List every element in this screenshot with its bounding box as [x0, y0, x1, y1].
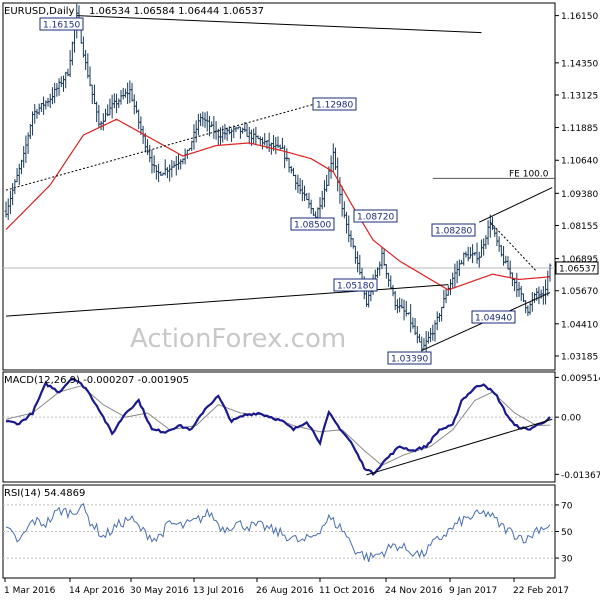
level-label: 1.08500: [294, 221, 331, 231]
current-price-label: 1.06537: [559, 264, 596, 274]
x-tick-label: 26 Aug 2016: [256, 586, 314, 596]
x-tick-label: 22 Feb 2017: [513, 586, 569, 596]
price-y-tick-label: 1.04410: [561, 320, 598, 330]
level-label-box: [353, 209, 398, 223]
price-y-tick-label: 1.03185: [561, 352, 598, 362]
price-y-tick-label: 1.09380: [561, 190, 598, 200]
macd-y-tick-label: 0.00: [561, 414, 581, 424]
macd-y-tick-label: -0.013671: [561, 471, 600, 481]
level-label: 1.08280: [435, 227, 472, 237]
trendline-top: [76, 15, 482, 34]
level-label-box: [290, 217, 335, 231]
price-y-tick-label: 1.14350: [561, 59, 598, 69]
price-y-tick-label: 1.05670: [561, 287, 598, 297]
level-label: 1.12980: [316, 101, 353, 111]
rsi-y-tick-label: 50: [561, 528, 573, 538]
rsi-pane-title: RSI(14) 54.4869: [4, 488, 85, 499]
level-label-box: [471, 310, 516, 324]
level-label: 1.04940: [475, 314, 512, 324]
ohlc-readout: 1.06534 1.06584 1.06444 1.06537: [89, 6, 264, 17]
level-label: 1.16150: [43, 21, 80, 31]
level-label: 1.05180: [337, 282, 374, 292]
level-label-box: [39, 17, 84, 31]
level-label-box: [431, 223, 476, 237]
rsi-y-tick-label: 30: [561, 555, 573, 565]
price-layer: [4, 3, 555, 356]
trendline-dotted: [5, 98, 334, 191]
price-pane-title: EURUSD,Daily: [4, 6, 75, 17]
macd-line: [5, 377, 551, 477]
rsi-line: [5, 502, 551, 562]
price-y-tick-label: 1.13125: [561, 92, 598, 102]
price-pane-frame: [2, 2, 556, 371]
x-tick-label: 1 Mar 2016: [4, 586, 56, 596]
x-tick-label: 13 Jul 2016: [193, 586, 244, 596]
moving-average-line: [5, 118, 551, 291]
rsi-layer: [3, 502, 555, 562]
channel-upper: [479, 187, 553, 223]
x-tick-label: 11 Oct 2016: [319, 586, 375, 596]
price-y-tick-label: 1.08155: [561, 222, 598, 232]
labels-layer: 1.16150 1.14350 1.13125 1.11885 1.10640 1.093…: [4, 12, 600, 596]
current-price-box: [555, 261, 599, 275]
level-label-box: [312, 97, 357, 111]
price-y-tick-label: 1.11885: [561, 124, 598, 134]
x-tick-label: 14 Apr 2016: [69, 586, 125, 596]
fe-100-label: FE 100.0: [509, 169, 549, 179]
level-label: 1.03390: [391, 355, 428, 365]
price-y-tick-label: 1.16150: [561, 12, 598, 22]
rsi-y-tick-label: 70: [561, 501, 573, 511]
x-tick-label: 9 Jan 2017: [449, 586, 497, 596]
level-label-box: [387, 351, 432, 365]
channel-dotted: [489, 221, 538, 272]
x-tick-label: 30 May 2016: [130, 586, 189, 596]
macd-pane-frame: [2, 371, 556, 483]
level-label-box: [333, 278, 378, 292]
macd-layer: [3, 377, 555, 477]
watermark: ActionForex.com: [130, 324, 346, 354]
price-y-tick-label: 1.10640: [561, 157, 598, 167]
macd-pane-title: MACD(12,26,9) -0.000207 -0.001905: [4, 375, 189, 386]
x-tick-label: 24 Nov 2016: [385, 586, 443, 596]
macd-trendline: [366, 418, 553, 476]
macd-y-tick-label: 0.009514: [561, 374, 600, 384]
price-y-tick-label: 1.06895: [561, 255, 598, 265]
watermark-layer: ActionForex.com: [130, 324, 346, 354]
level-label: 1.08720: [357, 213, 394, 223]
